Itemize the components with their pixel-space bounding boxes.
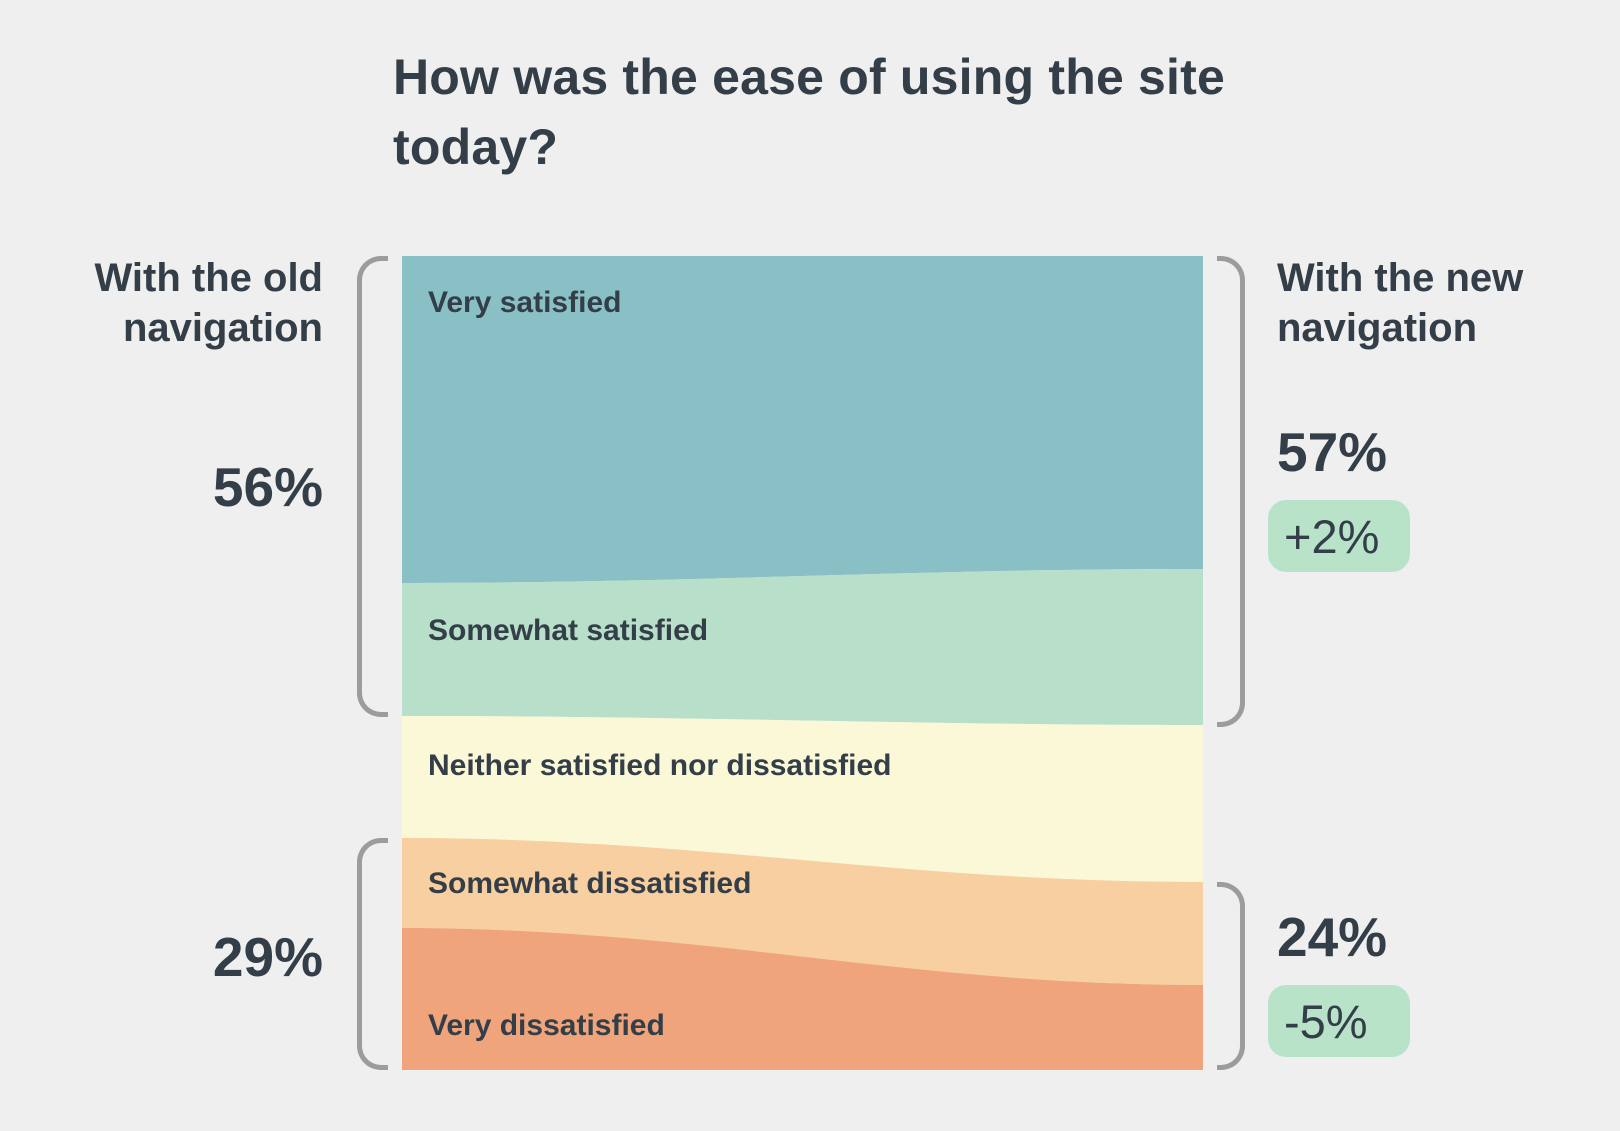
satisfied-delta-badge: +2% <box>1268 500 1410 572</box>
new-dissatisfied-total: 24% <box>1277 906 1388 968</box>
new-navigation-label-line2: navigation <box>1277 306 1478 350</box>
dissatisfied-delta-badge: -5% <box>1268 985 1410 1057</box>
band-label-very-satisfied: Very satisfied <box>428 286 622 319</box>
old-dissatisfied-bracket <box>357 838 388 1070</box>
old-navigation-label: With the old navigation <box>40 253 323 353</box>
old-satisfied-bracket <box>357 256 388 717</box>
new-navigation-label: With the new navigation <box>1277 253 1597 353</box>
band-label-neither: Neither satisfied nor dissatisfied <box>428 749 892 782</box>
old-satisfied-total: 56% <box>212 456 323 518</box>
band-very-dissatisfied <box>402 928 1203 1070</box>
new-satisfied-bracket <box>1217 256 1245 727</box>
band-label-somewhat-dissatisfied: Somewhat dissatisfied <box>428 867 752 900</box>
new-navigation-label-line1: With the new <box>1277 256 1524 300</box>
new-dissatisfied-bracket <box>1217 882 1245 1070</box>
band-label-somewhat-satisfied: Somewhat satisfied <box>428 614 709 647</box>
old-navigation-label-line2: navigation <box>122 306 323 350</box>
band-very-satisfied <box>402 256 1203 583</box>
band-neither <box>402 716 1203 882</box>
stacked-area-svg <box>402 256 1203 1070</box>
stacked-area-chart: Very satisfied Somewhat satisfied Neithe… <box>402 256 1203 1070</box>
old-navigation-label-line1: With the old <box>94 256 323 300</box>
band-somewhat-dissatisfied <box>402 838 1203 985</box>
new-satisfied-total: 57% <box>1277 421 1388 483</box>
chart-title: How was the ease of using the site today… <box>393 49 1225 175</box>
band-somewhat-satisfied <box>402 569 1203 725</box>
old-dissatisfied-total: 29% <box>212 926 323 988</box>
band-label-very-dissatisfied: Very dissatisfied <box>428 1009 665 1042</box>
